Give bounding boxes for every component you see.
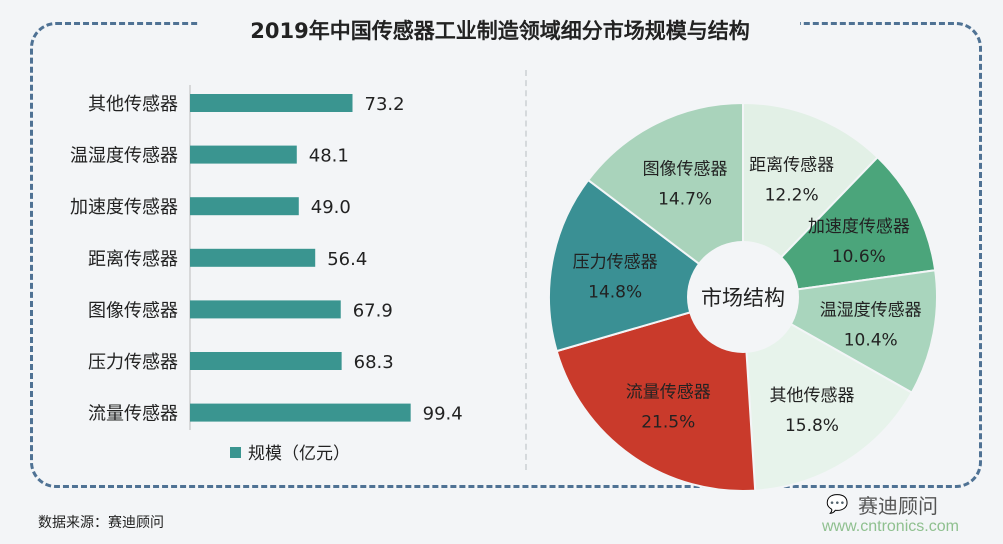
bar (190, 248, 316, 267)
pie-slice-percent: 21.5% (641, 412, 695, 432)
bar (190, 352, 342, 370)
bar-category-label: 流量传感器 (88, 404, 178, 425)
divider (525, 70, 527, 470)
bar (190, 145, 297, 164)
watermark-brand: 赛迪顾问 (858, 494, 938, 518)
pie-slice (740, 155, 937, 299)
pie-slice-name: 其他传感器 (769, 386, 854, 406)
bar-value-label: 67.9 (353, 300, 393, 321)
legend-label: 规模（亿元） (248, 444, 350, 464)
pie-slice-name: 加速度传感器 (808, 217, 910, 237)
bar (190, 403, 411, 422)
pie-slice-name: 压力传感器 (573, 252, 658, 272)
bar-value-label: 48.1 (309, 146, 349, 167)
pie-slice-percent: 15.8% (785, 416, 839, 436)
pie-slice-name: 图像传感器 (643, 160, 728, 180)
bar (190, 197, 299, 216)
donut-hole (687, 241, 799, 353)
donut-center-label: 市场结构 (701, 286, 785, 310)
bar-value-label: 49.0 (311, 197, 351, 218)
pie-slice (741, 295, 914, 492)
pie-slice-name: 距离传感器 (749, 155, 834, 175)
bar (190, 94, 353, 112)
legend-swatch (230, 447, 241, 458)
watermark-url: www.cntronics.com (822, 518, 959, 535)
pie-slice-percent: 10.4% (844, 330, 898, 350)
pie-slice (586, 101, 744, 300)
bar-value-label: 99.4 (423, 404, 463, 425)
bar-category-label: 加速度传感器 (70, 197, 178, 218)
wechat-icon: 💬 (826, 494, 849, 515)
pie-slice (742, 101, 879, 300)
bar-value-label: 73.2 (365, 94, 405, 115)
pie-slice-percent: 14.8% (588, 282, 642, 302)
source-note: 数据来源：赛迪顾问 (38, 515, 164, 531)
chart-title: 2019年中国传感器工业制造领域细分市场规模与结构 (200, 10, 800, 50)
bar-category-label: 距离传感器 (88, 249, 178, 270)
bar-category-label: 压力传感器 (88, 352, 178, 373)
bar-value-label: 68.3 (354, 352, 394, 373)
pie-slice-percent: 10.6% (832, 247, 886, 267)
bar-category-label: 其他传感器 (88, 94, 178, 115)
bar-value-label: 56.4 (327, 249, 367, 270)
bar-category-label: 温湿度传感器 (70, 146, 178, 167)
pie-slice-name: 温湿度传感器 (820, 300, 922, 320)
pie-slice (555, 295, 757, 492)
bar (190, 300, 341, 319)
pie-slice-percent: 14.7% (658, 190, 712, 210)
pie-slice-percent: 12.2% (765, 185, 819, 205)
pie-slice-name: 流量传感器 (626, 382, 711, 402)
bar-category-label: 图像传感器 (88, 300, 178, 321)
